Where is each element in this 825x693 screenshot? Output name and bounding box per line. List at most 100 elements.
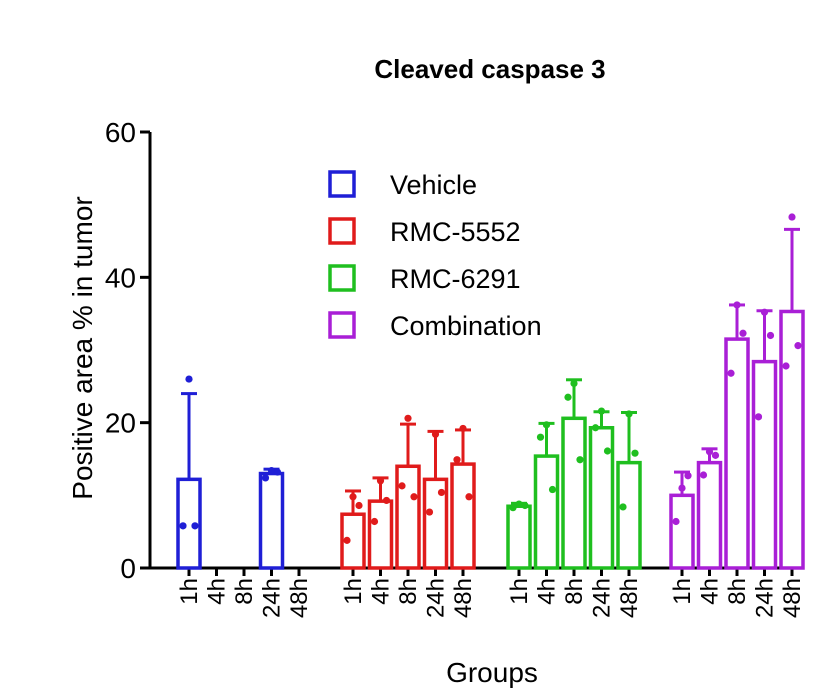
bar <box>751 359 778 570</box>
legend-swatch <box>328 217 356 245</box>
data-point <box>515 500 523 508</box>
data-point <box>376 477 385 485</box>
data-point <box>705 448 714 456</box>
x-tick-label: 4h <box>697 578 724 605</box>
data-point <box>425 508 434 516</box>
x-tick-label: 4h <box>368 578 395 605</box>
data-point <box>733 301 741 309</box>
legend-label: RMC-6291 <box>390 264 521 294</box>
data-point <box>625 410 633 418</box>
data-point <box>509 504 517 512</box>
x-tick-label: 48h <box>779 578 806 618</box>
x-tick-label: 1h <box>340 578 367 605</box>
data-point <box>711 451 720 459</box>
series-1 <box>340 414 476 570</box>
data-point <box>410 493 418 501</box>
data-point <box>684 472 692 480</box>
bar <box>367 499 394 570</box>
data-point <box>576 456 584 464</box>
y-tick-label: 20 <box>105 408 136 439</box>
data-point <box>564 393 572 401</box>
data-point <box>355 501 363 510</box>
x-tick-label: 24h <box>423 578 450 618</box>
x-axis: 1h 4h 8h 24h 48h 1h 4h 8h 24h 48h 1h 4h 8h 24h 48h 1h 4h… <box>150 566 806 618</box>
data-point <box>754 413 763 421</box>
legend-swatch <box>328 170 356 198</box>
data-point <box>794 342 802 350</box>
data-point <box>349 493 357 501</box>
legend-swatch <box>328 264 356 292</box>
series-3 <box>669 213 805 570</box>
data-point <box>437 488 446 497</box>
x-tick-label: 48h <box>286 578 313 618</box>
bar <box>561 416 587 570</box>
x-tick-label: 8h <box>395 578 422 605</box>
legend-swatch <box>328 311 356 339</box>
data-point <box>782 362 790 370</box>
data-point <box>597 407 606 415</box>
series-0 <box>176 375 285 570</box>
data-point <box>542 421 551 429</box>
y-axis-label: Positive area % in tumor <box>67 196 98 499</box>
y-tick-label: 60 <box>105 117 136 148</box>
x-tick-label: 48h <box>450 578 477 618</box>
legend: Vehicle RMC-5552 RMC-6291 Combination <box>328 170 542 341</box>
bar <box>779 309 805 570</box>
data-point <box>273 468 282 476</box>
data-point <box>570 379 578 388</box>
data-point <box>179 522 187 530</box>
x-tick-label: 1h <box>176 578 203 605</box>
data-point <box>343 536 351 544</box>
series-2 <box>506 378 642 570</box>
y-tick-label: 0 <box>120 553 136 584</box>
data-point <box>631 449 639 457</box>
data-point <box>453 456 461 464</box>
data-point <box>459 424 467 433</box>
data-point <box>398 482 406 490</box>
bar <box>533 454 560 570</box>
data-point <box>185 375 193 383</box>
data-point <box>672 517 680 526</box>
data-point <box>678 484 686 492</box>
data-point <box>727 369 735 377</box>
x-tick-label: 24h <box>259 578 286 618</box>
data-point <box>788 213 796 221</box>
bar <box>258 471 285 570</box>
x-tick-label: 8h <box>231 578 258 605</box>
data-point <box>760 308 769 316</box>
data-point <box>699 471 708 479</box>
bars-layer <box>176 213 805 570</box>
data-point <box>766 331 775 340</box>
bar <box>669 493 695 570</box>
bar <box>395 464 421 570</box>
bar <box>696 460 723 570</box>
data-point <box>536 433 545 441</box>
x-tick-label: 4h <box>534 578 561 605</box>
x-tick-label: 48h <box>616 578 643 618</box>
data-point <box>548 485 557 494</box>
legend-label: Combination <box>390 311 542 341</box>
data-point <box>267 467 276 475</box>
x-tick-label: 1h <box>669 578 696 605</box>
data-point <box>191 522 199 530</box>
x-tick-label: 8h <box>561 578 588 605</box>
legend-label: RMC-5552 <box>390 217 521 247</box>
data-point <box>739 329 747 337</box>
bar <box>506 504 532 570</box>
y-tick-label: 40 <box>105 262 136 293</box>
x-tick-label: 8h <box>724 578 751 605</box>
x-tick-label: 4h <box>204 578 231 605</box>
data-point <box>261 474 270 482</box>
y-axis: 0 20 40 60 <box>105 117 152 584</box>
data-point <box>431 430 440 438</box>
data-point <box>465 493 473 501</box>
legend-label: Vehicle <box>390 170 477 200</box>
data-point <box>619 503 627 511</box>
data-point <box>603 447 612 455</box>
x-axis-label: Groups <box>446 657 538 688</box>
bar <box>450 462 476 570</box>
data-point <box>404 414 412 422</box>
data-point <box>370 517 379 526</box>
